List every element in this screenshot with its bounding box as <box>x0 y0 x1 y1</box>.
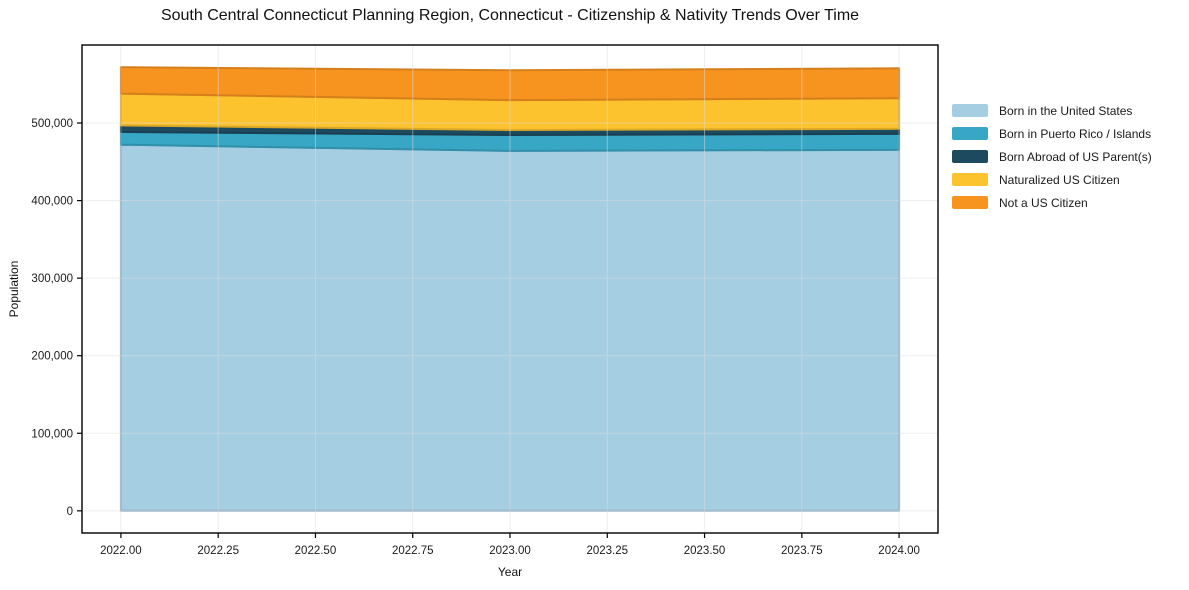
legend-label: Naturalized US Citizen <box>999 172 1120 187</box>
y-tick-label: 500,000 <box>31 118 73 130</box>
legend-label: Born in Puerto Rico / Islands <box>999 126 1152 141</box>
legend-item-born-abroad-of-us-parent-s: Born Abroad of US Parent(s) <box>952 149 1152 164</box>
legend-item-born-in-the-united-states: Born in the United States <box>952 103 1152 118</box>
legend-item-born-in-puerto-rico-islands: Born in Puerto Rico / Islands <box>952 126 1152 141</box>
x-axis-label: Year <box>497 565 523 579</box>
y-axis-label: Population <box>7 260 21 318</box>
legend: Born in the United States Born in Puerto … <box>952 103 1152 210</box>
legend-swatch-born-abroad-of-us-parent-s <box>952 150 988 163</box>
x-tick-label: 2023.25 <box>586 545 628 557</box>
x-tick-label: 2022.75 <box>392 545 434 557</box>
x-tick-label: 2022.25 <box>197 545 239 557</box>
y-tick-label: 100,000 <box>31 428 73 440</box>
gridlines <box>82 45 938 533</box>
y-tick-label: 300,000 <box>31 273 73 285</box>
tick-marks <box>77 122 900 538</box>
x-tick-label: 2022.00 <box>100 545 142 557</box>
legend-item-naturalized-us-citizen: Naturalized US Citizen <box>952 172 1152 187</box>
legend-swatch-naturalized-us-citizen <box>952 173 988 186</box>
x-tick-label: 2023.50 <box>684 545 726 557</box>
legend-swatch-born-in-puerto-rico-islands <box>952 127 988 140</box>
legend-label: Born in the United States <box>999 103 1133 118</box>
y-tick-label: 0 <box>67 506 73 518</box>
legend-item-not-a-us-citizen: Not a US Citizen <box>952 195 1152 210</box>
y-tick-label: 400,000 <box>31 196 73 208</box>
legend-swatch-born-in-the-united-states <box>952 104 988 117</box>
x-tick-label: 2022.50 <box>295 545 337 557</box>
tick-labels: 2022.00 2022.25 2022.50 2022.75 2023.00 2023.… <box>31 118 919 557</box>
chart-title: South Central Connecticut Planning Regio… <box>160 7 860 24</box>
x-tick-label: 2023.00 <box>489 545 531 557</box>
y-tick-label: 200,000 <box>31 351 73 363</box>
x-tick-label: 2024.00 <box>878 545 920 557</box>
legend-swatch-not-a-us-citizen <box>952 196 988 209</box>
x-tick-label: 2023.75 <box>781 545 823 557</box>
legend-label: Not a US Citizen <box>999 195 1088 210</box>
legend-label: Born Abroad of US Parent(s) <box>999 149 1152 164</box>
